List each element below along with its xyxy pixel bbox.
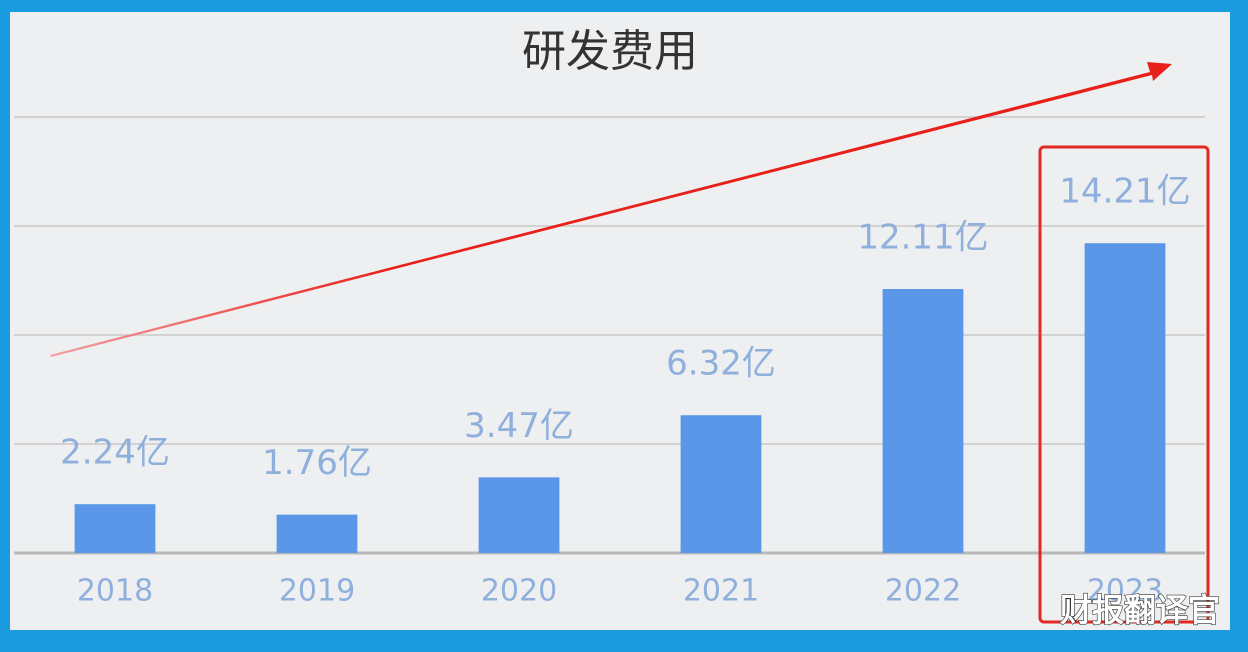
highlight-box [1038,145,1210,624]
x-tick-label: 2020 [481,574,557,609]
bar [276,514,358,553]
plot-background [10,12,1230,630]
grid [14,116,1205,555]
bars: 2018 2.24亿 2019 1.76亿 2020 3.47亿 2021 6.32亿 2022… [60,172,1191,609]
bar [478,477,560,553]
x-tick-label: 2022 [885,574,961,609]
value-label: 12.11亿 [857,218,988,258]
chart-title: 研发费用 [522,26,698,77]
trend-arrow [50,62,1172,357]
x-tick-label: 2019 [279,574,355,609]
value-label: 1.76亿 [262,443,372,483]
x-tick-label: 2023 [1087,574,1163,609]
bar [1084,243,1166,554]
value-label: 14.21亿 [1059,172,1190,212]
watermark: 财报翻译官 [1060,591,1220,629]
x-tick-label: 2021 [683,574,759,609]
bar [882,289,964,553]
value-label: 2.24亿 [60,433,170,473]
value-label: 6.32亿 [666,344,776,384]
bar [74,504,156,553]
x-tick-label: 2018 [77,574,153,609]
value-label: 3.47亿 [464,406,574,446]
bar [680,415,762,553]
